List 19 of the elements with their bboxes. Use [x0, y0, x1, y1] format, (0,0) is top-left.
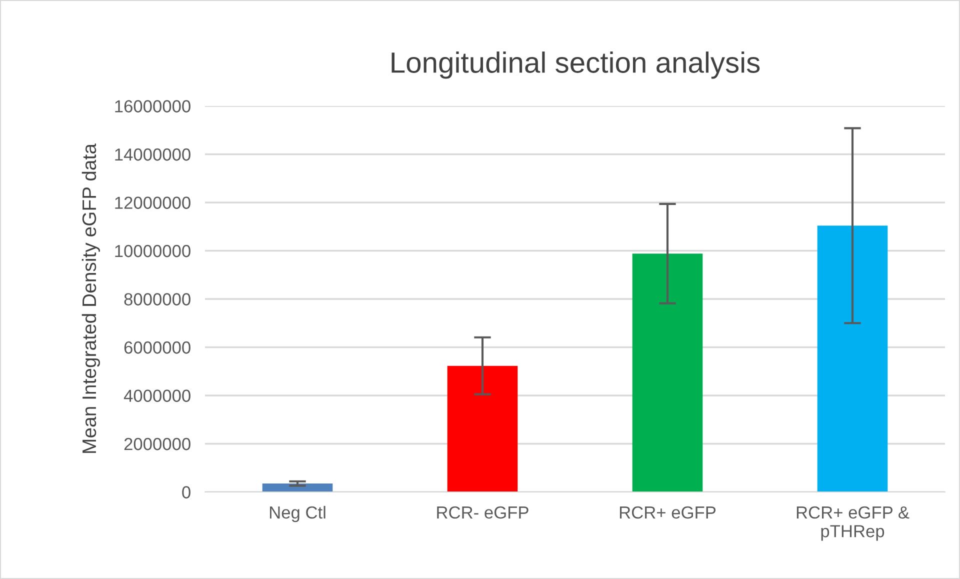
y-tick-label: 16000000: [115, 100, 190, 112]
chart-title: Longitudinal section analysis: [392, 52, 760, 79]
y-tick-label: 0: [182, 486, 190, 498]
bar: [817, 226, 888, 492]
bar: [632, 254, 703, 492]
x-tick-label: RCR+ eGFP & pTHRep: [796, 506, 910, 541]
y-tick-label: 14000000: [115, 148, 190, 161]
y-tick-label: 10000000: [115, 244, 190, 258]
x-tick-label: Neg Ctl: [270, 506, 326, 522]
x-tick-label: RCR- eGFP: [437, 506, 528, 519]
y-tick-label: 12000000: [115, 196, 190, 209]
y-tick-label: 8000000: [124, 293, 190, 306]
y-tick-label: 4000000: [124, 390, 190, 402]
bar: [262, 484, 333, 492]
x-tick-label: RCR+ eGFP: [620, 506, 716, 519]
y-axis-title: Mean Integrated Density eGFP data: [82, 144, 100, 453]
y-tick-label: 6000000: [124, 341, 190, 354]
bar: [447, 366, 518, 492]
y-tick-label: 2000000: [124, 438, 190, 450]
